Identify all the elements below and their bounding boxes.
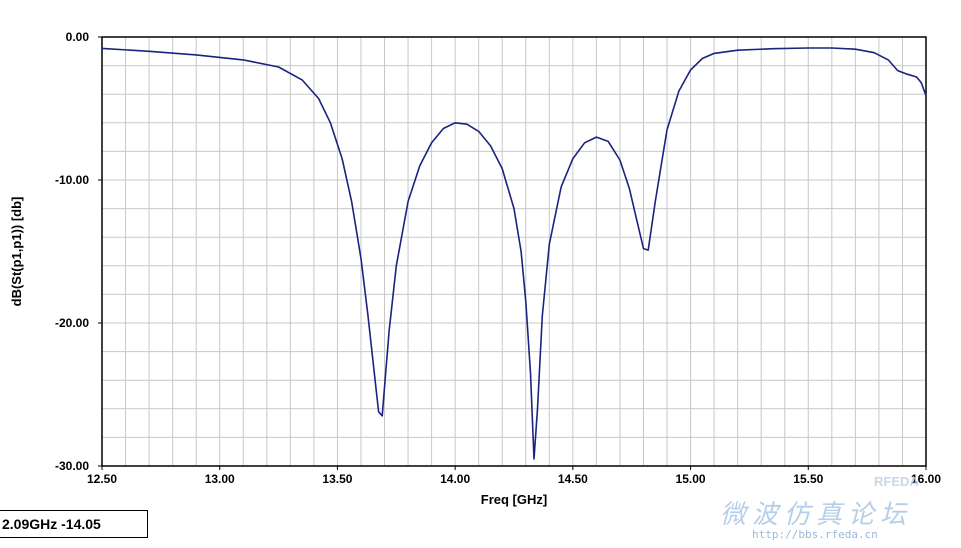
- x-tick-label: 14.50: [558, 472, 588, 486]
- x-axis-label: Freq [GHz]: [481, 492, 547, 507]
- y-tick-label: -10.00: [55, 173, 89, 187]
- y-tick-label: -20.00: [55, 316, 89, 330]
- plot-frame: [101, 36, 927, 467]
- x-tick-label: 15.00: [676, 472, 706, 486]
- series-line-s11: [101, 47, 927, 460]
- x-tick-label: 13.00: [205, 472, 235, 486]
- y-tick-label: -30.00: [55, 459, 89, 473]
- x-tick-label: 12.50: [87, 472, 117, 486]
- y-tick-label: 0.00: [66, 30, 90, 44]
- marker-readout: 2.09GHz -14.05: [0, 510, 148, 538]
- plot-grid: [102, 37, 926, 466]
- y-axis-label: dB(St(p1,p1)) [db]: [9, 197, 24, 307]
- x-tick-label: 14.00: [440, 472, 470, 486]
- x-tick-label: 16.00: [911, 472, 941, 486]
- x-tick-label: 15.50: [793, 472, 823, 486]
- axis-ticks: 12.50 13.00 13.50 14.00 14.50 15.00 15.50 16.00…: [55, 30, 941, 486]
- series-layer: [101, 47, 927, 460]
- x-tick-label: 13.50: [322, 472, 352, 486]
